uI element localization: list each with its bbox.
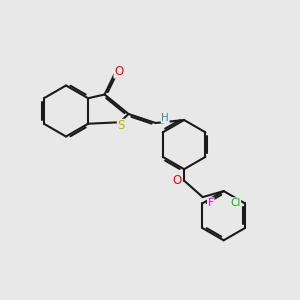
Text: H: H <box>161 112 169 123</box>
Text: O: O <box>114 65 123 78</box>
Text: F: F <box>208 198 214 208</box>
Text: Cl: Cl <box>230 198 241 208</box>
Text: O: O <box>173 174 182 187</box>
Text: S: S <box>117 119 125 132</box>
